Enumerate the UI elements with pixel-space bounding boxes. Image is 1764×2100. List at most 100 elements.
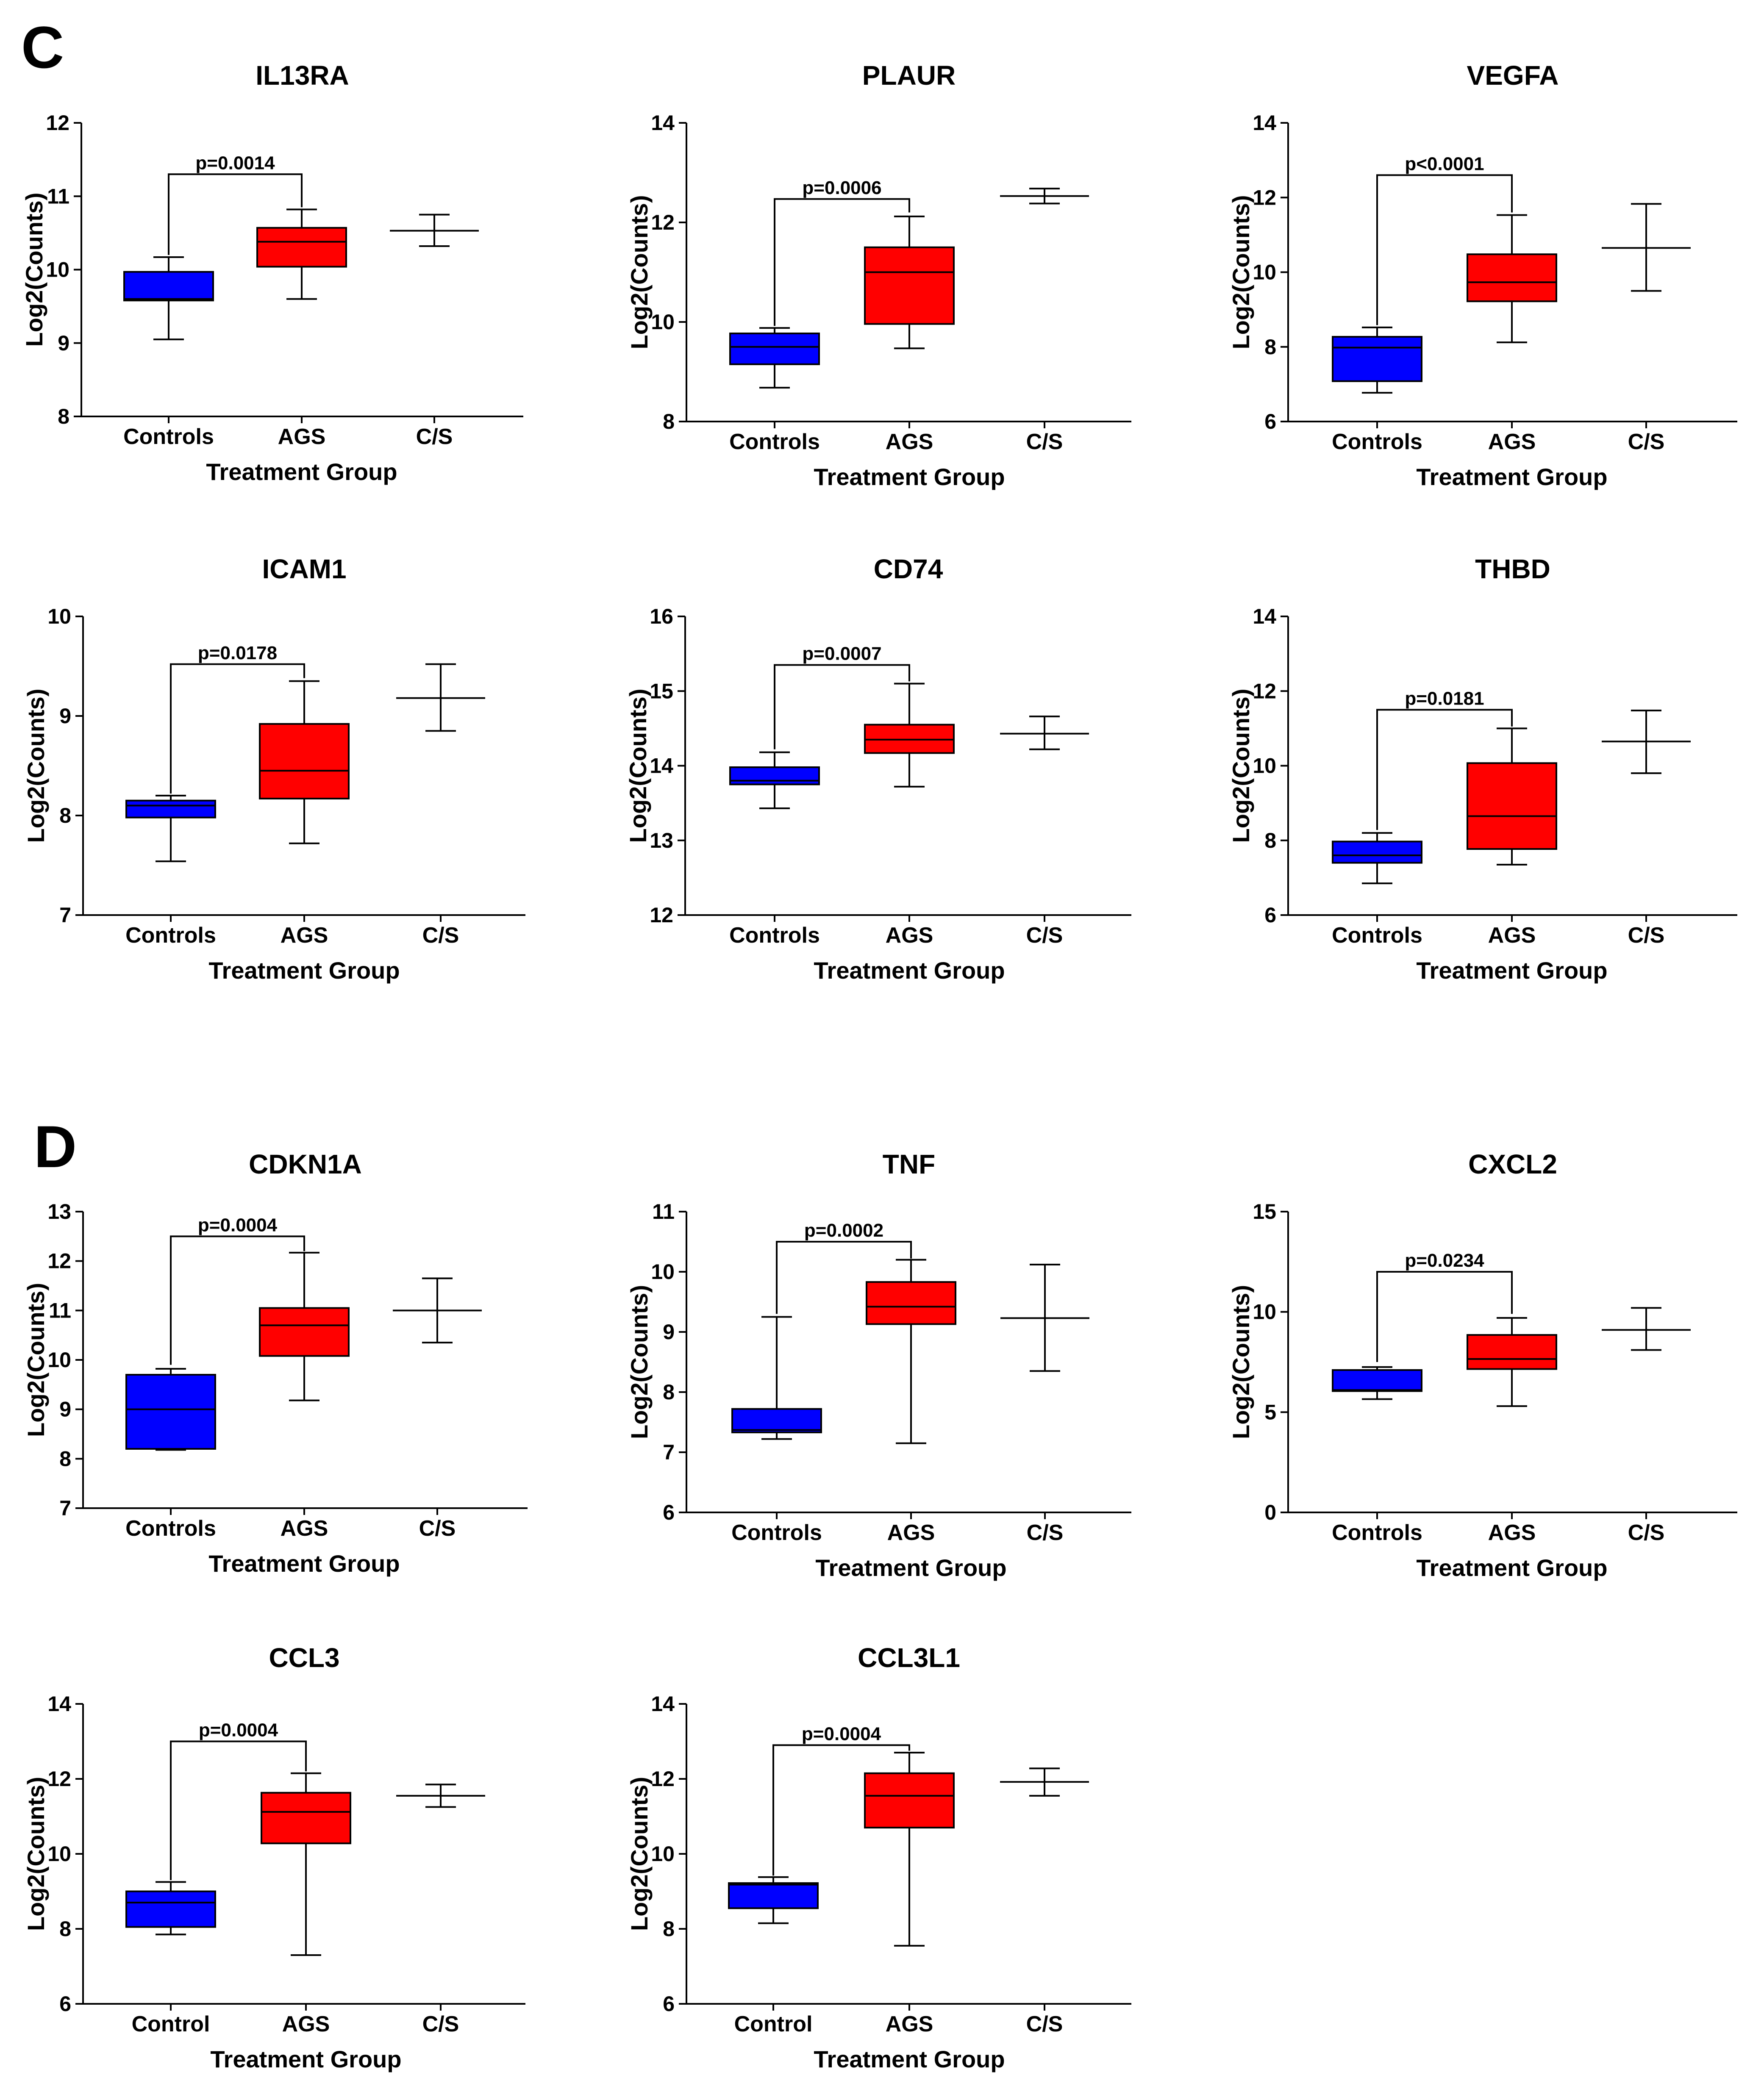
errorbar-c-s: [1000, 1767, 1089, 1797]
y-axis-title: Log2(Counts): [625, 689, 651, 843]
y-axis-title: Log2(Counts): [21, 193, 47, 347]
chart-title: CD74: [874, 554, 943, 584]
box-body: [728, 1882, 819, 1909]
box-body: [125, 1890, 216, 1928]
y-tick-label: 7: [59, 1496, 71, 1520]
box-body: [261, 1792, 351, 1845]
box-body: [866, 1281, 956, 1325]
x-category-label: AGS: [278, 424, 326, 449]
x-category-label: C/S: [419, 1516, 456, 1541]
box-body: [123, 271, 214, 302]
box-controls: [729, 327, 820, 389]
chart-title: PLAUR: [862, 60, 956, 91]
errorbar-c-s: [1000, 188, 1089, 205]
y-axis-title: Log2(Counts): [626, 195, 653, 350]
x-category-label: AGS: [886, 2012, 933, 2036]
x-axis-title: Treatment Group: [206, 458, 397, 485]
x-category-label: C/S: [1628, 430, 1665, 454]
x-category-label: Controls: [123, 424, 214, 449]
significance-bracket: p=0.0014: [168, 153, 303, 255]
box-ags: [864, 682, 955, 788]
significance-bracket: p=0.0004: [772, 1723, 910, 1876]
y-tick-label: 9: [663, 1320, 675, 1344]
x-category-label: Controls: [125, 1516, 216, 1541]
y-axis-title: Log2(Counts): [22, 1777, 49, 1931]
x-axis-title: Treatment Group: [210, 2046, 401, 2072]
chart-plaur: PLAUR 8 10 12 14 Log2(Counts) Controls AGS C/S Tr…: [626, 60, 1131, 490]
y-axis-title: Log2(Counts): [1228, 1285, 1254, 1439]
y-tick-label: 8: [59, 1917, 71, 1941]
x-axis-title: Treatment Group: [814, 463, 1005, 490]
box-controls: [1332, 326, 1422, 394]
box-body: [259, 1307, 350, 1357]
y-tick-label: 10: [47, 1842, 71, 1866]
significance-label: p=0.0234: [1405, 1250, 1484, 1271]
chart-tnf: TNF 6 7 8 9 10 11 Log2(Counts) Controls AGS C/S Tre…: [626, 1149, 1131, 1581]
y-tick-label: 14: [651, 1692, 675, 1716]
y-tick-label: 8: [663, 410, 675, 433]
y-tick-label: 11: [47, 184, 69, 208]
y-tick-label: 9: [59, 704, 71, 728]
y-tick-label: 9: [59, 1398, 71, 1421]
significance-bracket: p=0.0004: [170, 1720, 307, 1880]
y-tick-label: 6: [663, 1992, 675, 2016]
box-body: [729, 333, 820, 365]
x-axis-title: Treatment Group: [1416, 463, 1607, 490]
x-category-label: Controls: [731, 1520, 822, 1545]
y-tick-label: 8: [663, 1380, 675, 1404]
significance-label: p=0.0004: [802, 1723, 881, 1744]
x-axis-title: Treatment Group: [814, 2046, 1005, 2072]
errorbar-c-s: [1602, 1307, 1691, 1351]
y-tick-label: 12: [651, 211, 675, 234]
y-axis-title: Log2(Counts): [22, 1283, 49, 1437]
x-axis-title: Treatment Group: [815, 1554, 1006, 1581]
x-category-label: C/S: [1628, 1520, 1665, 1545]
box-body: [864, 1772, 955, 1829]
significance-label: p=0.0181: [1405, 688, 1484, 709]
box-controls: [731, 1316, 822, 1440]
y-tick-label: 8: [1264, 829, 1276, 852]
chart-title: CDKN1A: [249, 1149, 362, 1179]
y-tick-label: 8: [58, 405, 69, 428]
x-category-label: Controls: [729, 430, 820, 454]
significance-label: p=0.0014: [195, 153, 275, 173]
box-controls: [125, 1368, 216, 1451]
x-category-label: AGS: [281, 1516, 328, 1541]
box-ags: [261, 1772, 351, 1956]
y-tick-label: 8: [59, 804, 71, 827]
x-category-label: AGS: [282, 2012, 330, 2036]
x-category-label: C/S: [1026, 2012, 1063, 2036]
y-tick-label: 8: [663, 1917, 675, 1941]
significance-bracket: p=0.0002: [776, 1220, 912, 1314]
box-controls: [1332, 832, 1422, 885]
y-tick-label: 15: [650, 679, 673, 703]
chart-title: CCL3: [269, 1642, 339, 1673]
significance-line: [168, 173, 303, 255]
significance-bracket: p=0.0006: [774, 178, 910, 326]
y-tick-label: 13: [47, 1200, 71, 1223]
box-body: [731, 1408, 822, 1434]
significance-line: [1376, 174, 1513, 325]
y-tick-label: 6: [1264, 903, 1276, 927]
errorbar-c-s: [1000, 716, 1089, 750]
box-body: [1332, 336, 1422, 382]
y-tick-label: 6: [663, 1501, 675, 1524]
x-category-label: Control: [734, 2012, 813, 2036]
box-controls: [125, 795, 216, 863]
significance-label: p=0.0006: [802, 178, 881, 198]
chart-title: VEGFA: [1467, 60, 1559, 91]
y-tick-label: 7: [663, 1440, 675, 1464]
y-tick-label: 12: [1253, 186, 1276, 209]
box-body: [1467, 1334, 1557, 1370]
y-tick-label: 12: [1253, 679, 1276, 703]
y-tick-label: 10: [651, 310, 675, 334]
x-category-label: Controls: [1332, 430, 1422, 454]
chart-title: CXCL2: [1468, 1149, 1557, 1179]
x-axis-title: Treatment Group: [814, 957, 1005, 984]
y-tick-label: 10: [1253, 261, 1276, 284]
x-axis-title: Treatment Group: [1416, 1554, 1607, 1581]
box-body: [1467, 762, 1557, 850]
box-body: [125, 1374, 216, 1450]
x-axis-title: Treatment Group: [208, 1550, 400, 1577]
